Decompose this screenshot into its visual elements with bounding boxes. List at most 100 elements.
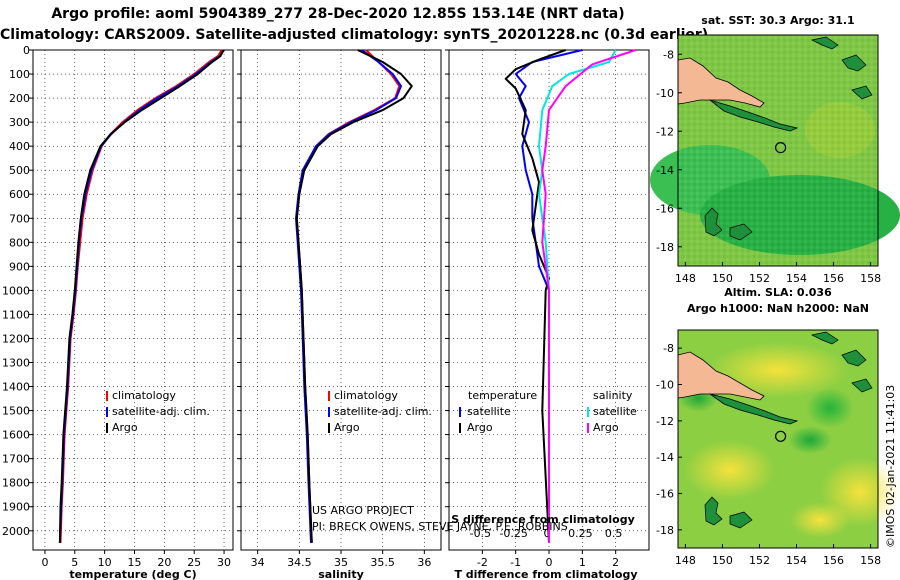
map-lat-tick-label: -16 (656, 488, 674, 501)
sla-high-region (685, 440, 775, 500)
depth-tick-label: 1800 (2, 477, 30, 490)
map-lon-tick-label: 148 (675, 272, 696, 285)
x-tick-label: 36 (417, 556, 431, 569)
legend-climatology: climatology (334, 389, 398, 402)
map-lat-tick-label: -10 (656, 379, 674, 392)
series-line-argo (295, 49, 413, 543)
sst-map-title: sat. SST: 30.3 Argo: 31.1 (701, 14, 855, 27)
map-lon-tick-label: 150 (712, 272, 733, 285)
depth-tick-label: 300 (9, 116, 30, 129)
temperature-xlabel: temperature (deg C) (69, 568, 196, 580)
map-lat-tick-label: -12 (656, 415, 674, 428)
s-difference-label: S difference from climatology (451, 513, 635, 526)
imos-timestamp: ©IMOS 02-Jan-2021 11:41:03 (884, 384, 897, 548)
x-tick-label: 1 (579, 556, 586, 569)
x-tick-label: 35 (334, 556, 348, 569)
x-tick-label: 5 (71, 556, 78, 569)
top-axis-tick-label: 0 (544, 527, 551, 540)
map-lat-tick-label: -10 (656, 87, 674, 100)
x-tick-label: 0 (546, 556, 553, 569)
x-tick-label: 25 (187, 556, 201, 569)
legend-s-satellite: satellite (593, 405, 637, 418)
depth-tick-label: 400 (9, 140, 30, 153)
credit-line2: PI: BRECK OWENS, STEVE JAYNE, P.E. ROBBI… (312, 520, 568, 533)
depth-tick-label: 800 (9, 236, 30, 249)
legend-s-argo: Argo (593, 421, 619, 434)
sst-map-frame (677, 34, 879, 267)
map-lon-tick-label: 154 (786, 554, 807, 567)
map-lon-tick-label: 152 (749, 554, 770, 567)
map-lon-tick-label: 152 (749, 272, 770, 285)
depth-tick-label: 1100 (2, 308, 30, 321)
map-lon-tick-label: 156 (823, 272, 844, 285)
coral-sea-islands (704, 496, 753, 529)
map-lon-tick-label: 158 (860, 554, 881, 567)
top-axis-tick-label: 0.5 (605, 527, 623, 540)
top-axis-tick-label: -0.25 (499, 527, 527, 540)
sla-map-title1: Altim. SLA: 0.036 (724, 286, 832, 299)
x-tick-label: 2 (612, 556, 619, 569)
series-line-argo (58, 49, 225, 543)
sla-map (677, 329, 900, 549)
islands (810, 36, 873, 100)
depth-tick-label: 1500 (2, 405, 30, 418)
sla-map-frame (677, 329, 879, 549)
map-lat-tick-label: -16 (656, 202, 674, 215)
depth-tick-label: 1700 (2, 453, 30, 466)
depth-tick-label: 1000 (2, 284, 30, 297)
temperature-legend: climatology satellite-adj. clim. Argo (106, 389, 210, 434)
legend-satellite-adj: satellite-adj. clim. (334, 405, 432, 418)
x-tick-label: 15 (127, 556, 141, 569)
difference-xlabel: T difference from climatology (454, 568, 637, 580)
legend-t-argo: Argo (467, 421, 493, 434)
sst-map (650, 34, 900, 267)
plot-title-line2: Climatology: CARS2009. Satellite-adjuste… (0, 27, 709, 43)
map-lat-tick-label: -8 (663, 48, 674, 61)
map-lat-tick-label: -14 (656, 451, 674, 464)
series-line-climatology (59, 49, 223, 543)
map-lon-tick-label: 156 (823, 554, 844, 567)
depth-tick-label: 1400 (2, 381, 30, 394)
sla-low-region (788, 426, 832, 454)
x-tick-label: 10 (98, 556, 112, 569)
sla-high-region (708, 342, 848, 398)
new-guinea-land (677, 351, 765, 401)
depth-tick-label: 2000 (2, 525, 30, 538)
series-line-salinity-argo (541, 49, 637, 543)
depth-tick-label: 700 (9, 212, 30, 225)
sla-map-title2: Argo h1000: NaN h2000: NaN (686, 302, 870, 315)
map-lat-tick-label: -14 (656, 164, 674, 177)
legend-climatology: climatology (112, 389, 176, 402)
depth-tick-label: 900 (9, 260, 30, 273)
series-line-salinity-satellite (538, 49, 617, 543)
map-lat-tick-label: -18 (656, 241, 674, 254)
x-tick-label: 20 (157, 556, 171, 569)
difference-legend: temperature salinity satellite Argo sate… (459, 389, 637, 434)
map-lon-tick-label: 158 (860, 272, 881, 285)
salinity-xlabel: salinity (318, 568, 364, 580)
x-tick-label: 34 (251, 556, 265, 569)
plot-title-line1: Argo profile: aoml 5904389_277 28-Dec-20… (51, 6, 625, 22)
islands (810, 331, 873, 393)
x-tick-label: 34.5 (287, 556, 312, 569)
new-guinea-land (677, 57, 765, 108)
credit-line1: US ARGO PROJECT (312, 504, 414, 517)
salinity-legend: climatology satellite-adj. clim. Argo (328, 389, 432, 434)
argo-location-marker (774, 430, 787, 442)
top-axis-tick-label: -0.5 (470, 527, 491, 540)
map-lat-tick-label: -8 (663, 342, 674, 355)
x-tick-label: 35.5 (370, 556, 395, 569)
sla-low-region (806, 388, 854, 428)
top-axis-tick-label: 0.25 (568, 527, 593, 540)
depth-tick-label: 600 (9, 188, 30, 201)
map-lon-tick-label: 154 (786, 272, 807, 285)
legend-argo: Argo (112, 421, 138, 434)
legend-salinity-title: salinity (593, 389, 633, 402)
island-chain (709, 393, 799, 425)
map-lon-tick-label: 148 (675, 554, 696, 567)
depth-tick-label: 0 (23, 44, 30, 57)
series-line-satellite-adj-clim- (58, 49, 225, 543)
depth-tick-label: 1200 (2, 332, 30, 345)
depth-tick-label: 1900 (2, 501, 30, 514)
